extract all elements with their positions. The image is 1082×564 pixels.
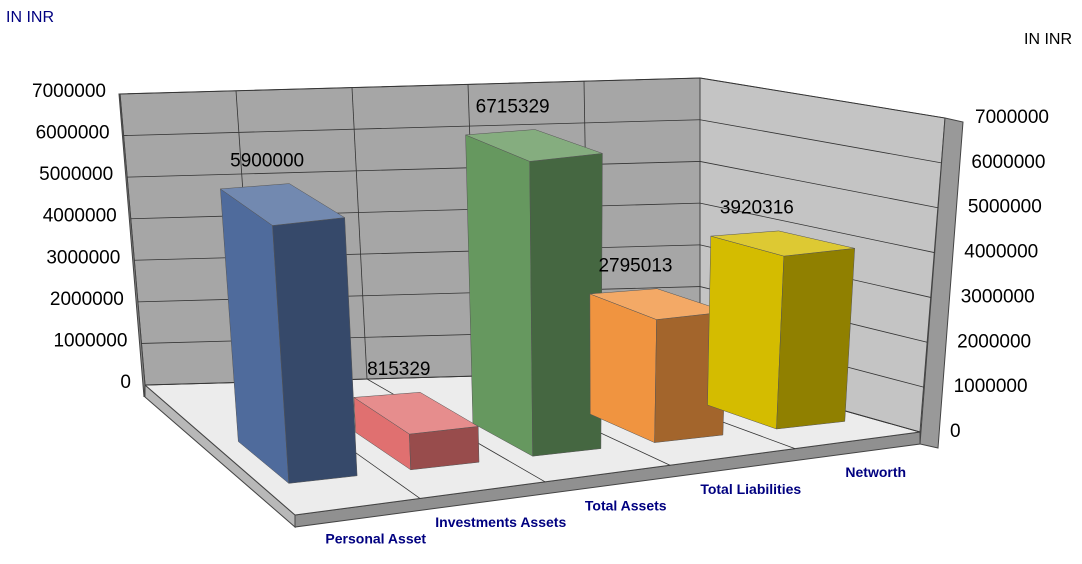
x-tick-label: Personal Asset [325,531,426,547]
bar-side [707,235,785,430]
value-label: 815329 [367,359,430,380]
bar [465,129,603,457]
y-tick-label: 2000000 [50,289,124,310]
y-tick-label: 5000000 [39,164,113,185]
x-tick-label: Networth [845,464,906,480]
y-tick-label: 6000000 [36,123,110,144]
bar [219,183,358,484]
bar-top [353,392,479,435]
back-wall-edge [118,93,146,398]
grid-line [127,161,701,178]
wall-divider [351,87,368,380]
x-tick-label: Total Assets [585,497,667,513]
bar-side [465,134,533,457]
right-wall-edge [919,117,964,449]
bar-front [776,248,855,430]
y2-axis-label: IN INR [1024,31,1072,48]
y2-tick-label: 2000000 [957,331,1031,352]
bar [589,288,727,443]
y2-tick-label: 4000000 [964,242,1038,263]
bar-top [710,230,855,257]
bar-top [219,183,346,226]
y-tick-label: 4000000 [43,206,117,227]
y-tick-label: 1000000 [53,330,127,351]
bar [353,392,480,471]
y2-tick-label: 5000000 [968,197,1042,218]
grid-line [699,119,942,164]
y-tick-label: 0 [120,372,131,393]
y-tick-label: 7000000 [32,81,106,102]
grid-line [123,119,701,136]
bar-top [465,129,603,162]
value-label: 5900000 [230,150,304,171]
value-label: 6715329 [476,96,550,117]
bar [707,230,855,430]
grid-line [699,202,935,253]
value-label: 3920316 [720,198,794,219]
grid-line [119,77,701,95]
y2-tick-label: 1000000 [954,376,1028,397]
x-tick-label: Total Liabilities [700,481,801,497]
grid-line [699,161,938,209]
bar-top [589,288,727,320]
y2-tick-label: 0 [950,421,961,442]
y2-tick-label: 3000000 [961,286,1035,307]
value-label: 2795013 [598,255,672,276]
y2-tick-label: 6000000 [971,152,1045,173]
y2-tick-label: 7000000 [975,107,1049,128]
y-axis-label: IN INR [6,9,54,26]
grid-line [699,77,946,119]
x-tick-label: Investments Assets [435,514,566,530]
y-tick-label: 3000000 [46,247,120,268]
